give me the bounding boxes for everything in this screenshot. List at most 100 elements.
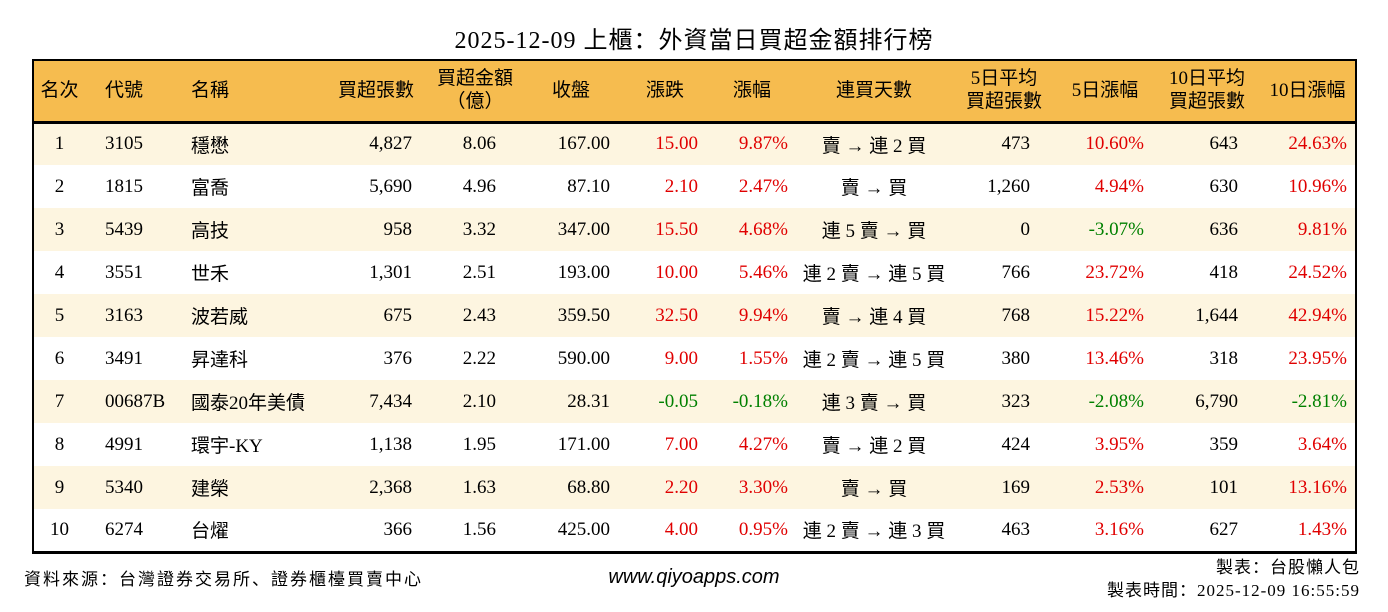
table-row: 10 6274 台燿 366 1.56 425.00 4.00 0.95% 連 … (33, 509, 1356, 552)
cell-avg10: 6,790 (1195, 390, 1238, 412)
website-watermark: www.qiyoapps.com (608, 566, 780, 588)
cell-streak: 連 5 賣 → 買 (821, 221, 927, 242)
col-net-buy-shares: 買超張數 (322, 60, 430, 124)
cell-change-pct: 4.27% (738, 433, 788, 455)
cell-rank: 8 (54, 433, 65, 455)
cell-pct5: 3.95% (1094, 433, 1144, 455)
cell-close: 28.31 (567, 390, 610, 412)
cell-code: 3491 (105, 347, 143, 369)
cell-shares: 1,301 (369, 261, 412, 283)
cell-rank: 1 (54, 133, 65, 155)
cell-change: 10.00 (655, 261, 698, 283)
col-pct-10d: 10日漲幅 (1260, 60, 1356, 124)
cell-shares: 366 (383, 518, 413, 540)
cell-avg10: 359 (1209, 433, 1239, 455)
col-streak: 連買天數 (796, 60, 952, 124)
cell-avg10: 643 (1209, 133, 1239, 155)
cell-avg10: 318 (1209, 347, 1239, 369)
cell-name: 高技 (191, 221, 230, 242)
cell-avg5: 473 (1001, 133, 1031, 155)
cell-close: 167.00 (557, 133, 610, 155)
table-row: 3 5439 高技 958 3.32 347.00 15.50 4.68% 連 … (33, 208, 1356, 251)
cell-pct10: 13.16% (1288, 476, 1347, 498)
cell-code: 5340 (105, 476, 143, 498)
col-net-buy-amount: 買超金額 （億） (430, 60, 520, 124)
cell-name: 建榮 (191, 479, 230, 500)
cell-rank: 10 (50, 518, 69, 540)
cell-change-pct: 9.87% (738, 133, 788, 155)
cell-close: 359.50 (557, 304, 610, 326)
cell-amount: 4.96 (462, 175, 496, 197)
cell-pct5: 15.22% (1085, 304, 1144, 326)
cell-shares: 958 (383, 218, 413, 240)
made-time-label: 製表時間：2025-12-09 16:55:59 (1106, 581, 1360, 600)
cell-change: 7.00 (664, 433, 698, 455)
cell-close: 193.00 (557, 261, 610, 283)
cell-avg5: 380 (1001, 347, 1031, 369)
cell-amount: 1.95 (462, 433, 496, 455)
cell-shares: 2,368 (369, 476, 412, 498)
cell-amount: 2.22 (462, 347, 496, 369)
cell-pct5: 3.16% (1094, 518, 1144, 540)
cell-rank: 7 (54, 390, 65, 412)
cell-close: 425.00 (557, 518, 610, 540)
cell-close: 87.10 (567, 175, 610, 197)
cell-streak: 連 3 賣 → 買 (821, 393, 927, 414)
cell-streak: 賣 → 連 2 買 (821, 436, 927, 457)
cell-streak: 連 2 賣 → 連 5 買 (802, 264, 946, 285)
header-row: 名次 代號 名稱 買超張數 買超金額 （億） 收盤 漲跌 漲幅 連買天數 5日平… (33, 60, 1356, 124)
cell-rank: 3 (54, 218, 65, 240)
cell-pct5: 13.46% (1085, 347, 1144, 369)
cell-name: 台燿 (191, 521, 230, 543)
cell-code: 1815 (105, 175, 143, 197)
col-rank: 名次 (33, 60, 85, 124)
cell-code: 6274 (105, 518, 143, 540)
cell-pct10: 10.96% (1288, 175, 1347, 197)
cell-pct10: -2.81% (1291, 390, 1347, 412)
cell-pct10: 3.64% (1297, 433, 1347, 455)
cell-avg5: 424 (1001, 433, 1031, 455)
cell-code: 3163 (105, 304, 143, 326)
cell-rank: 6 (54, 347, 65, 369)
cell-streak: 賣 → 買 (840, 479, 908, 500)
cell-name: 穩懋 (191, 135, 230, 157)
cell-streak: 賣 → 連 2 買 (821, 135, 927, 157)
cell-shares: 675 (383, 304, 413, 326)
cell-name: 波若威 (191, 307, 249, 328)
col-avg10-shares: 10日平均 買超張數 (1154, 60, 1260, 124)
cell-pct5: 2.53% (1094, 476, 1144, 498)
made-by-label: 製表：台股懶人包 (1216, 558, 1360, 577)
cell-change-pct: 0.95% (738, 518, 788, 540)
cell-change-pct: 3.30% (738, 476, 788, 498)
cell-pct10: 1.43% (1297, 518, 1347, 540)
table-row: 8 4991 環宇-KY 1,138 1.95 171.00 7.00 4.27… (33, 423, 1356, 466)
cell-change: 15.00 (655, 133, 698, 155)
cell-change: -0.05 (658, 390, 698, 412)
cell-avg10: 101 (1209, 476, 1239, 498)
cell-name: 世禾 (191, 264, 230, 285)
cell-pct10: 24.52% (1288, 261, 1347, 283)
cell-amount: 2.51 (462, 261, 496, 283)
cell-avg10: 630 (1209, 175, 1239, 197)
cell-close: 68.80 (567, 476, 610, 498)
col-close: 收盤 (520, 60, 622, 124)
cell-pct5: 4.94% (1094, 175, 1144, 197)
cell-code: 5439 (105, 218, 143, 240)
col-avg5-shares: 5日平均 買超張數 (952, 60, 1056, 124)
cell-avg5: 323 (1001, 390, 1031, 412)
cell-name: 國泰20年美債 (191, 393, 306, 414)
cell-avg5: 1,260 (987, 175, 1030, 197)
cell-amount: 1.56 (462, 518, 496, 540)
col-change-pct: 漲幅 (708, 60, 796, 124)
cell-shares: 7,434 (369, 390, 412, 412)
cell-streak: 賣 → 連 4 買 (821, 307, 927, 328)
page-title: 2025-12-09 上櫃：外資當日買超金額排行榜 (454, 28, 934, 54)
cell-rank: 4 (54, 261, 65, 283)
cell-streak: 連 2 賣 → 連 3 買 (802, 521, 946, 543)
cell-change-pct: 4.68% (738, 218, 788, 240)
cell-amount: 2.10 (462, 390, 496, 412)
cell-avg10: 418 (1209, 261, 1239, 283)
cell-name: 昇達科 (191, 350, 249, 371)
cell-pct10: 24.63% (1288, 133, 1347, 155)
ranking-table: 名次 代號 名稱 買超張數 買超金額 （億） 收盤 漲跌 漲幅 連買天數 5日平… (32, 59, 1357, 554)
